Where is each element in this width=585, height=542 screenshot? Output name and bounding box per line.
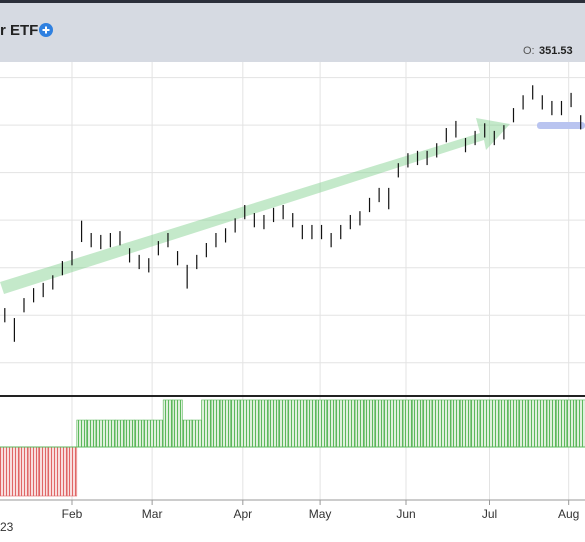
indicator-bar [546,399,557,448]
indicator-bar [9,446,20,497]
indicator-bar [565,399,577,448]
indicator-bar [86,419,97,448]
indicator-bar [239,399,250,448]
indicator-bar [489,399,500,448]
top-bar [0,0,585,3]
indicator-bar [527,399,538,448]
indicator-bar [441,399,452,448]
indicator-bar [220,399,231,448]
indicator-bar [172,399,183,448]
indicator-bar [66,446,78,497]
indicator-bar [556,399,567,448]
add-plus [42,26,50,34]
x-tick-label: Mar [142,507,163,521]
indicator-bar [162,399,174,448]
indicator-bar [422,399,433,448]
indicator-bar [374,399,385,448]
x-tick-label: May [309,507,332,521]
indicator-bar [460,399,471,448]
indicator-bar [201,399,212,448]
indicator-bar [230,399,241,448]
indicator-bar [450,399,462,448]
indicator-bar [316,399,327,448]
indicator-bar [268,399,279,448]
indicator-bar [143,419,154,448]
indicator-bar [57,446,68,497]
indicator-bar [28,446,39,497]
indicator-bar [470,399,481,448]
indicator-bar [508,399,519,448]
indicator-bar [134,419,145,448]
x-tick-label: Jun [396,507,415,521]
open-label: O: [523,45,535,57]
indicator-bar [182,419,193,448]
trend-arrow [0,118,510,294]
indicator-bar [0,446,10,497]
x-tick-label: Apr [233,507,252,521]
indicator-bar [297,399,308,448]
indicator-bar [537,399,548,448]
indicator-bar [498,399,509,448]
indicator-bar [383,399,394,448]
indicator-bar [210,399,222,448]
x-tick-label: Aug [558,507,579,521]
indicator-bar [335,399,346,448]
indicator-bar [412,399,423,448]
indicator-bar [345,399,356,448]
indicator-bar [306,399,318,448]
indicator-bar [76,419,87,448]
chart-title: r ETF [0,22,38,39]
x-tick-label: Jul [482,507,497,521]
indicator-bar [124,419,135,448]
year-label: 23 [0,520,14,534]
indicator-bar [249,399,260,448]
indicator-bar [105,419,116,448]
indicator-bar [278,399,289,448]
price-pane [0,62,585,395]
indicator-bar [393,399,404,448]
indicator-bar [153,419,164,448]
indicator-bar [326,399,337,448]
x-tick-label: Feb [62,507,83,521]
indicator-bar [258,399,270,448]
indicator-bar [431,399,442,448]
indicator-bar [354,399,366,448]
indicator-bar [47,446,58,497]
indicator-bar [575,399,585,448]
indicator-bar [364,399,375,448]
indicator-bar [479,399,490,448]
indicator-bar [517,399,529,448]
price-line [537,122,585,129]
indicator-bar [114,419,126,448]
add-button[interactable] [39,23,53,37]
open-value: 351.53 [539,45,573,57]
indicator-bar [287,399,298,448]
indicator-bar [18,446,30,497]
indicator-bar [38,446,49,497]
header [0,0,585,62]
indicator-bar [95,419,106,448]
indicator-bar [191,419,202,448]
indicator-bar [402,399,414,448]
